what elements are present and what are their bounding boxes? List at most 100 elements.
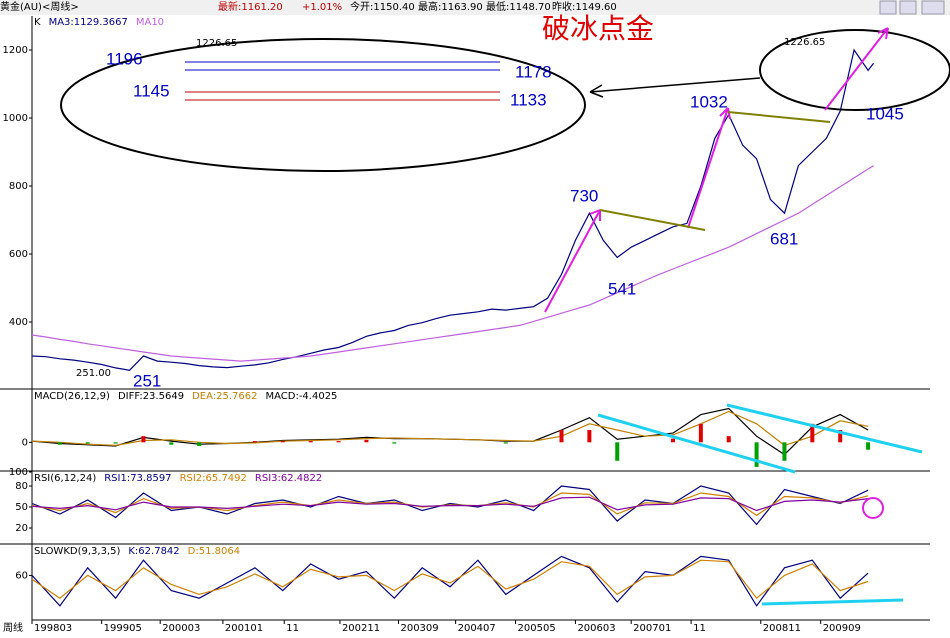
open: 今开:1150.40	[350, 0, 415, 13]
legend-entry: DEA:25.7662	[192, 391, 257, 402]
histogram-bar	[169, 442, 174, 445]
legend-entry: MA3:1129.3667	[49, 17, 128, 28]
histogram-bar	[782, 442, 787, 461]
histogram-bar	[698, 423, 703, 443]
x-tick-label: 11	[693, 623, 706, 634]
latest: 最新:1161.20	[218, 0, 283, 13]
series-line	[31, 410, 869, 447]
histogram-bar	[141, 436, 146, 443]
x-tick-label: 200101	[225, 623, 263, 634]
histogram-bar	[252, 441, 257, 443]
legend-entry: RSI2:65.7492	[180, 473, 247, 484]
series-line	[31, 496, 869, 512]
y-tick-label: 50	[15, 502, 28, 513]
prev: 昨收:1149.60	[552, 0, 617, 13]
annotations: 破冰点金 1196 1178 1145 1133 1226.65 1226.65…	[76, 12, 904, 390]
x-tick-label: 200909	[823, 623, 861, 634]
y-tick-label: 1200	[3, 45, 28, 56]
level: 1133	[510, 90, 547, 109]
level: 1196	[106, 49, 143, 68]
peak-label: 1226.65	[196, 38, 237, 49]
low-label: 251.00	[76, 368, 111, 379]
level: 1145	[133, 81, 170, 100]
histogram-bar	[726, 436, 731, 443]
series-line	[31, 492, 869, 517]
series-line	[31, 48, 875, 371]
legend-entry: RSI1:73.8597	[104, 473, 171, 484]
histogram-bar	[308, 441, 313, 443]
x-tick-label: 200003	[162, 623, 200, 634]
x-tick-label: 200407	[458, 623, 496, 634]
histogram-bar	[57, 442, 62, 445]
period-label: 周线	[3, 621, 23, 634]
level: 1045	[866, 104, 904, 123]
legend-entry: MACD:-4.4025	[265, 391, 337, 402]
y-tick-label: 600	[9, 249, 28, 260]
series-line	[31, 485, 869, 526]
legend-title: SLOWKD(9,3,3,5)	[34, 546, 120, 557]
histogram-bar	[754, 442, 759, 467]
y-tick-label: 0	[22, 437, 28, 448]
histogram-bar	[838, 430, 843, 443]
legend-entry: RSI3:62.4822	[255, 473, 322, 484]
legend-title: MACD(26,12,9)	[34, 391, 110, 402]
legend-entry: DIFF:23.5649	[118, 391, 184, 402]
histogram-bar	[85, 442, 90, 444]
legend-entry: MA10	[136, 17, 164, 28]
histogram-bar	[392, 442, 397, 444]
histogram-bar	[503, 442, 508, 444]
histogram-bar	[280, 441, 285, 443]
series-line	[31, 559, 869, 600]
x-tick-label: 200811	[763, 623, 801, 634]
histogram-bar	[336, 441, 341, 443]
x-tick-label: 199803	[34, 623, 72, 634]
level: 1032	[690, 92, 728, 111]
x-tick-label: 11	[286, 623, 299, 634]
x-tick-label: 199905	[104, 623, 142, 634]
legend-title: K	[34, 17, 41, 28]
legend-entry: D:51.8064	[188, 546, 240, 557]
change: +1.01%	[302, 2, 342, 13]
y-tick-label: 400	[9, 317, 28, 328]
histogram-bar	[670, 438, 675, 443]
y-tick-label: 20	[15, 523, 28, 534]
histogram-bar	[113, 442, 118, 444]
nav-buttons[interactable]	[879, 0, 945, 15]
decorations	[60, 27, 950, 606]
y-tick-label: 80	[15, 481, 28, 492]
legend-entry: K:62.7842	[128, 546, 179, 557]
legend-title: RSI(6,12,24)	[34, 473, 96, 484]
y-tick-label: 800	[9, 181, 28, 192]
level: 681	[770, 229, 798, 248]
x-tick-label: 200603	[577, 623, 615, 634]
level: 730	[570, 186, 598, 205]
peak-label: 1226.65	[784, 37, 825, 48]
y-tick-label: 100	[9, 467, 28, 478]
level: 1178	[515, 62, 552, 81]
low: 最低:1148.70	[486, 0, 551, 13]
histogram-bar	[587, 430, 592, 443]
high: 最高:1163.90	[418, 0, 483, 13]
histogram-bar	[559, 430, 564, 443]
y-tick-label: 60	[15, 570, 28, 581]
header-title: 黄金(AU)<周线>	[0, 0, 79, 13]
histogram-bar	[615, 442, 620, 461]
x-tick-label: 200701	[633, 623, 671, 634]
series-line	[31, 165, 874, 362]
level: 251	[133, 371, 161, 390]
level: 541	[608, 279, 636, 298]
histogram-bar	[810, 423, 815, 443]
series-line	[31, 555, 869, 607]
headline: 破冰点金	[542, 12, 654, 45]
x-tick-label: 200309	[400, 623, 438, 634]
histogram-bar	[866, 442, 871, 450]
histogram-bar	[197, 442, 202, 446]
x-tick-label: 200211	[342, 623, 380, 634]
header-bar	[0, 0, 950, 15]
x-tick-label: 200505	[518, 623, 556, 634]
y-tick-label: 1000	[3, 113, 28, 124]
histogram-bar	[364, 439, 369, 443]
